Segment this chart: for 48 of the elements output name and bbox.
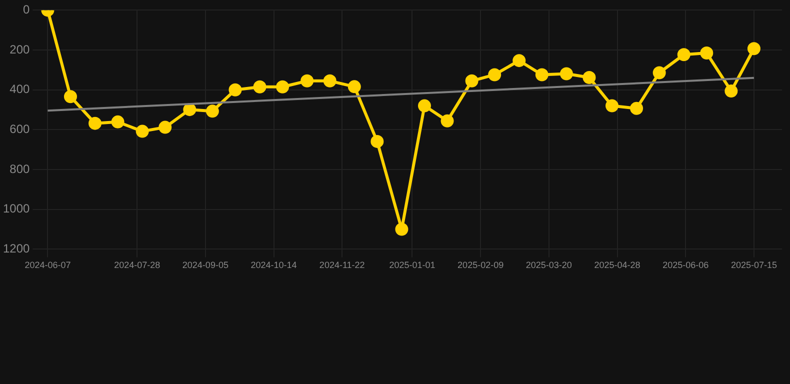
point bbox=[395, 222, 408, 236]
point bbox=[440, 114, 454, 128]
y-tick-label: 0 bbox=[23, 2, 30, 17]
point bbox=[560, 67, 573, 80]
x-tick-label: 2024-10-14 bbox=[250, 260, 297, 270]
y-tick-label: 800 bbox=[10, 162, 30, 176]
point bbox=[300, 74, 314, 88]
x-tick-label: 2024-11-22 bbox=[319, 260, 365, 270]
point bbox=[206, 104, 219, 118]
point bbox=[652, 66, 666, 80]
x-tick-label: 2025-06-06 bbox=[662, 260, 709, 270]
y-tick-label: 400 bbox=[10, 82, 30, 96]
point bbox=[582, 71, 596, 84]
point bbox=[64, 90, 77, 104]
point bbox=[348, 80, 361, 94]
point bbox=[747, 42, 760, 56]
point bbox=[724, 84, 738, 98]
point bbox=[111, 115, 124, 128]
point bbox=[606, 99, 619, 112]
point bbox=[488, 68, 502, 82]
point bbox=[88, 116, 102, 130]
point bbox=[276, 80, 290, 94]
point bbox=[136, 124, 149, 138]
x-tick-label: 2025-07-15 bbox=[730, 260, 777, 270]
point bbox=[465, 74, 478, 88]
y-tick-label: 1200 bbox=[2, 242, 30, 256]
point bbox=[418, 99, 431, 112]
x-tick-label: 2024-07-28 bbox=[114, 260, 160, 270]
y-tick-label: 600 bbox=[10, 122, 30, 136]
point bbox=[700, 46, 714, 60]
point bbox=[183, 103, 196, 116]
y-tick-label: 1000 bbox=[2, 202, 30, 216]
point bbox=[253, 80, 266, 94]
point bbox=[512, 54, 526, 68]
point bbox=[323, 74, 336, 88]
point bbox=[677, 48, 690, 62]
point bbox=[158, 120, 172, 134]
point bbox=[535, 68, 548, 82]
x-tick-label: 2024-06-07 bbox=[24, 260, 71, 270]
x-tick-label: 2025-01-01 bbox=[389, 260, 436, 270]
x-tick-label: 2025-03-20 bbox=[526, 260, 572, 270]
point bbox=[228, 83, 242, 96]
point bbox=[630, 102, 644, 115]
y-tick-label: 200 bbox=[10, 42, 30, 56]
x-tick-label: 2025-04-28 bbox=[594, 260, 640, 270]
x-tick-label: 2024-09-05 bbox=[182, 260, 228, 270]
x-tick-label: 2025-02-09 bbox=[458, 260, 504, 270]
point bbox=[370, 134, 384, 148]
